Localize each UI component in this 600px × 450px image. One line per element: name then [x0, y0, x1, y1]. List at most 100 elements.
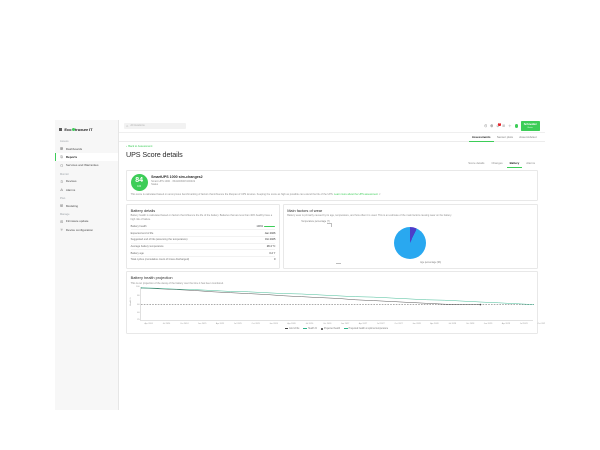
device-model-serial: Smart-UPS 1000 · 3S41003007A00419 [151, 179, 196, 183]
help-icon[interactable] [484, 124, 488, 128]
tab-asset-advisor[interactable]: Asset Advisor [519, 134, 537, 139]
score-description: This score is calculated based on anonym… [130, 193, 381, 197]
nav-group-title: Monitor [60, 172, 70, 176]
hamburger-menu-icon[interactable] [59, 128, 63, 131]
x-axis-tick: Jul 2027 [376, 322, 385, 325]
sidebar-item-alarms[interactable]: Alarms [55, 186, 118, 194]
nav-group-title: Manage [60, 212, 70, 216]
schneider-logo-button[interactable]: Schneider Electric [520, 121, 540, 131]
main-area: All locations 3 Schneider Electric [119, 120, 545, 410]
top-icon-group: 3 Schneider Electric [484, 121, 540, 131]
card-title: Battery health projection [130, 275, 173, 281]
card-title: Battery details [130, 207, 156, 213]
logo-main: Schneider [523, 121, 537, 126]
page-content: ‹ Back to Assessment UPS Score details S… [119, 142, 545, 410]
nav-group-plan: Plan Modeling [55, 194, 118, 210]
primary-tabs: Assessments Sensor plots Asset Advisor [119, 133, 545, 142]
subtab-alarms[interactable]: Alarms [526, 161, 535, 166]
notifications-icon[interactable]: 3 [496, 123, 501, 128]
plot-region: 100 80 60 40 25 [136, 286, 534, 321]
settings-icon[interactable] [508, 124, 512, 128]
x-axis-tick: Jul 2024 [162, 322, 171, 325]
sidebar-item-device-configuration[interactable]: Device configuration [55, 226, 118, 234]
warranty-icon [60, 163, 63, 167]
list-item: Battery age 0.2 Y [130, 250, 276, 258]
y-axis-tick: 100 [135, 286, 140, 289]
alarm-icon [60, 188, 64, 191]
x-axis-tick: Jul 2026 [305, 322, 314, 325]
sidebar-item-devices[interactable]: Devices [55, 177, 118, 185]
search-input[interactable]: All locations [124, 122, 186, 130]
sidebar-item-dashboards[interactable]: Dashboards [55, 145, 118, 153]
notification-badge: 3 [498, 123, 501, 126]
secondary-tabs: Score details Changes Battery Alarms [126, 160, 538, 168]
top-bar: All locations 3 Schneider Electric [119, 120, 545, 133]
row-value: 0 [273, 258, 276, 262]
search-icon [126, 124, 129, 128]
x-axis-tick: Oct 2026 [323, 322, 332, 325]
pie-slices [394, 226, 427, 259]
y-axis-tick: 60 [137, 303, 140, 306]
subtab-score-details[interactable]: Score details [468, 161, 485, 166]
subtab-battery[interactable]: Battery [506, 160, 523, 168]
wear-pie-chart: Temperature percentage (7) Age percentag… [287, 219, 533, 265]
back-to-assessment-link[interactable]: ‹ Back to Assessment [126, 144, 538, 149]
row-label: Expected end of life [130, 231, 154, 235]
card-description: Battery health is calculated based on fa… [130, 214, 273, 221]
report-icon [60, 155, 63, 159]
x-axis-tick: Jan 2029 [483, 322, 493, 325]
row-value: Jan 2026 [264, 231, 276, 235]
row-label: Battery age [130, 251, 144, 255]
sidebar-item-modeling[interactable]: Modeling [55, 201, 118, 209]
card-description: This is our projection of the decay of t… [130, 281, 224, 285]
nav-group-title: Plan [60, 196, 66, 200]
sidebar-item-services-and-warranties[interactable]: Services and Warranties [55, 161, 118, 169]
sidebar-item-label: Firmware update [65, 219, 89, 224]
learn-more-link[interactable]: Learn more about the UPS assessment [334, 193, 378, 197]
pie-label-age: Age percentage (93) [420, 262, 442, 265]
y-axis-tick: 40 [137, 312, 140, 315]
legend-item: Projected health [321, 328, 340, 330]
x-axis-tick: Jan 2025 [197, 322, 207, 325]
sidebar-item-reports[interactable]: Reports [55, 152, 118, 162]
x-axis: Apr 2024 Jul 2024 Oct 2024 Jan 2025 Apr 2025… [139, 320, 545, 327]
nav-group-monitor: Monitor Devices Alarms [55, 170, 118, 194]
x-axis-tick: Jan 2026 [269, 322, 278, 325]
brand-logo[interactable]: Eco truxure IT [55, 124, 118, 137]
x-axis-tick: Jan 2028 [412, 322, 421, 325]
x-axis-tick: Apr 2027 [358, 322, 368, 325]
x-axis-tick: Apr 2028 [430, 322, 439, 325]
x-axis-tick: Oct 2027 [394, 322, 403, 325]
subtab-changes[interactable]: Changes [491, 161, 503, 166]
search-placeholder: All locations [130, 124, 145, 128]
x-axis-tick: Oct 2025 [251, 322, 260, 325]
logo-sub: Electric [527, 127, 533, 129]
chevron-left-icon: ‹ [126, 144, 127, 148]
battery-details-list: Battery health 100% Expected end of life… [130, 224, 276, 263]
application-window: Eco truxure IT Assess Dashboards Reports … [55, 120, 545, 410]
device-icon [60, 179, 63, 183]
list-item: Suggested end of life (assuming the temp… [130, 237, 276, 244]
tab-assessments[interactable]: Assessments [468, 132, 494, 142]
avatar[interactable] [514, 124, 518, 128]
main-factors-of-wear-card: Main factors of wear Battery wear is pri… [282, 203, 538, 269]
x-axis-tick: Oct 2028 [465, 322, 475, 325]
globe-icon[interactable] [490, 124, 494, 128]
details-row: Battery details Battery health is calcul… [126, 203, 538, 272]
nav-group-assess: Assess Dashboards Reports Services and W… [55, 137, 118, 170]
row-label: Total cycles (cumulative count of times … [130, 258, 190, 262]
legend-label: End of life [289, 327, 300, 330]
legend-item: Health % [303, 328, 317, 330]
sidebar-item-firmware-update[interactable]: Firmware update [55, 217, 118, 225]
legend-label: Projected health at optimal temperature [348, 327, 389, 330]
list-item: Battery health 100% [130, 224, 276, 231]
score-note-text: This score is calculated based on anonym… [130, 193, 334, 197]
tab-sensor-plots[interactable]: Sensor plots [496, 134, 513, 139]
list-item: Average battery temperature 28.4 °C [130, 244, 276, 251]
projection-chart: Health % 100 80 60 40 25 Apr 2024 Jul 2024 Oct… [130, 286, 545, 330]
brand-text: Eco truxure IT [64, 127, 93, 132]
sidebar: Eco truxure IT Assess Dashboards Reports … [55, 120, 119, 410]
apps-icon[interactable] [502, 124, 506, 128]
legend-item: End of life [284, 327, 300, 330]
sidebar-item-label: Reports [65, 155, 78, 160]
